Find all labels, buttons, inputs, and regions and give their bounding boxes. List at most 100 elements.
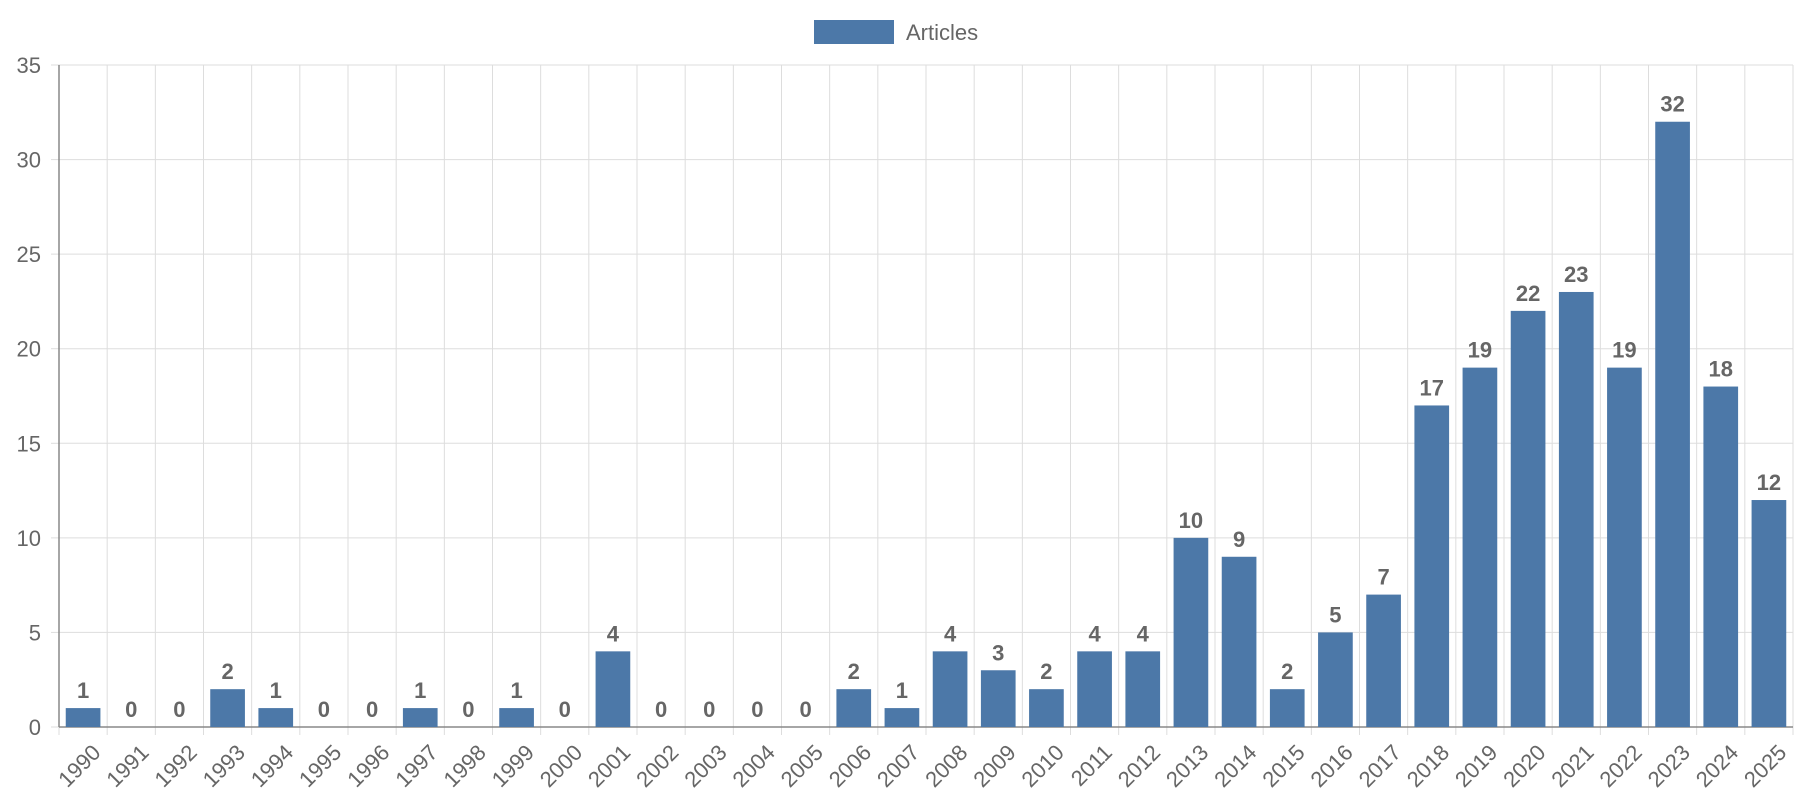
data-label-1990: 1 [77,678,89,703]
bar-2024[interactable] [1703,386,1739,727]
x-tick-label-2022: 2022 [1595,740,1647,792]
x-tick-label-2009: 2009 [968,740,1020,792]
data-label-2022: 19 [1612,338,1636,363]
bar-1997[interactable] [402,708,438,727]
bar-2001[interactable] [595,651,631,727]
y-tick-label: 10 [17,526,41,551]
x-tick-label-2003: 2003 [679,740,731,792]
y-tick-label: 0 [29,715,41,740]
data-label-2010: 2 [1040,659,1052,684]
data-label-1996: 0 [366,697,378,722]
bar-2025[interactable] [1751,500,1787,727]
data-label-2016: 5 [1329,602,1341,627]
x-tick-label-1990: 1990 [53,740,105,792]
x-tick-label-2001: 2001 [583,740,635,792]
data-label-2000: 0 [559,697,571,722]
bar-2010[interactable] [1029,689,1064,727]
bar-1990[interactable] [65,708,101,727]
bar-2016[interactable] [1318,632,1353,727]
grid-lines [51,64,1794,735]
x-tick-label-2025: 2025 [1739,740,1791,792]
data-label-2021: 23 [1564,262,1588,287]
x-tick-label-2015: 2015 [1257,740,1309,792]
data-label-1995: 0 [318,697,330,722]
x-tick-label-2010: 2010 [1017,740,1069,792]
bar-1994[interactable] [258,708,294,727]
y-tick-label: 20 [17,337,41,362]
data-label-2007: 1 [896,678,908,703]
data-label-2001: 4 [607,621,620,646]
y-tick-label: 35 [17,53,41,78]
bar-2011[interactable] [1077,651,1112,727]
bar-2022[interactable] [1607,367,1642,727]
data-label-2015: 2 [1281,659,1293,684]
x-tick-label-1996: 1996 [342,740,394,792]
bar-2023[interactable] [1655,121,1690,727]
data-label-2020: 22 [1516,281,1540,306]
data-label-2017: 7 [1377,565,1389,590]
data-label-2011: 4 [1088,621,1101,646]
data-label-1999: 1 [510,678,522,703]
bars [65,121,1787,727]
x-tick-label-2023: 2023 [1643,740,1695,792]
x-tick-label-2011: 2011 [1066,740,1117,791]
y-tick-label: 25 [17,242,41,267]
bar-2013[interactable] [1173,537,1209,727]
data-label-2009: 3 [992,640,1004,665]
bar-2014[interactable] [1221,556,1257,727]
bar-2020[interactable] [1510,310,1546,727]
x-tick-label-1997: 1997 [390,740,442,792]
x-tick-label-2013: 2013 [1161,740,1213,792]
x-tick-label-2021: 2021 [1546,740,1598,792]
x-tick-label-1998: 1998 [439,740,491,792]
data-label-1998: 0 [462,697,474,722]
data-label-2018: 17 [1420,375,1444,400]
x-tick-label-1993: 1993 [198,740,250,792]
bar-2017[interactable] [1366,594,1401,727]
axes [58,65,1793,728]
bar-2012[interactable] [1125,651,1161,727]
data-label-1993: 2 [221,659,233,684]
data-label-2019: 19 [1468,338,1492,363]
bar-2015[interactable] [1269,689,1305,727]
bar-2021[interactable] [1558,291,1594,727]
x-tick-label-2014: 2014 [1209,740,1261,792]
y-tick-label: 5 [29,620,41,645]
y-axis-ticks: 0 5 10 15 20 25 30 35 [17,53,41,740]
legend[interactable]: Articles [814,20,978,45]
data-label-2004: 0 [751,697,763,722]
x-tick-label-2012: 2012 [1113,740,1165,792]
data-label-2025: 12 [1757,470,1781,495]
x-tick-label-2007: 2007 [872,740,924,792]
x-tick-label-2019: 2019 [1450,740,1502,792]
bar-2006[interactable] [836,689,872,727]
x-tick-label-2004: 2004 [728,740,780,792]
data-label-2003: 0 [703,697,715,722]
legend-swatch-articles [814,20,894,44]
data-label-1991: 0 [125,697,137,722]
y-tick-label: 30 [17,148,41,173]
x-tick-label-1999: 1999 [487,740,539,792]
bar-1999[interactable] [499,708,534,727]
bar-2009[interactable] [980,670,1016,727]
bar-2019[interactable] [1462,367,1498,727]
data-label-2002: 0 [655,697,667,722]
data-label-2012: 4 [1137,621,1150,646]
data-label-2014: 9 [1233,527,1245,552]
data-label-2008: 4 [944,621,957,646]
bar-1993[interactable] [210,689,245,727]
bar-2018[interactable] [1414,405,1450,727]
data-label-2024: 18 [1709,357,1733,382]
x-tick-label-1992: 1992 [150,740,202,792]
data-label-2006: 2 [848,659,860,684]
legend-label-articles: Articles [906,20,978,45]
y-tick-label: 15 [17,431,41,456]
bar-2008[interactable] [932,651,968,727]
data-label-1997: 1 [414,678,426,703]
data-label-2023: 32 [1660,92,1684,117]
bar-2007[interactable] [884,708,920,727]
x-axis-ticks: 1990199119921993199419951996199719981999… [53,740,1791,792]
data-label-1992: 0 [173,697,185,722]
